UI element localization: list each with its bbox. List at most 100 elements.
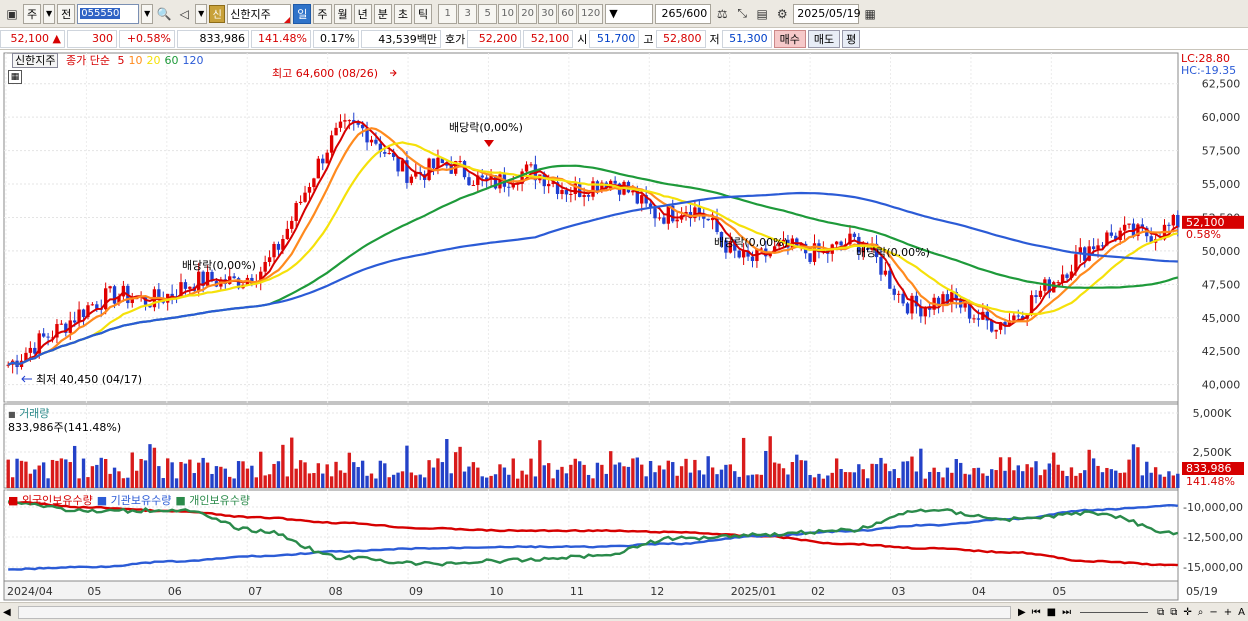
amount-value: 43,539백만 [361,29,441,48]
candle-body-134 [600,182,604,191]
minute-select[interactable]: ▼ [605,3,654,24]
volume-bar-3 [19,460,24,488]
minus-icon[interactable]: − [1209,606,1218,618]
rewind-icon[interactable]: ⏮ [1031,606,1041,618]
candle-body-44 [201,271,205,286]
max-arrow-icon [390,69,397,77]
volume-bar-18 [86,477,90,488]
candle-body-239 [1065,274,1069,278]
tab-period-5[interactable]: 초 [393,3,412,24]
turnover-value: 0.17% [313,29,359,48]
change-value: 300 [67,29,117,48]
search-icon[interactable]: 🔍 [156,6,172,21]
candle-type-icon[interactable]: ⚖ [716,6,728,21]
scroll-left-icon[interactable]: ◀ [3,606,11,618]
volume-bar-143 [640,464,644,488]
x-label-5: 09 [409,585,423,598]
volume-bar-5 [28,473,33,488]
volume-bar-180 [803,460,808,488]
tab-period-6[interactable]: 틱 [414,3,433,24]
volume-bar-80 [360,460,365,488]
volume-bar-125 [560,466,564,488]
chart-area[interactable]: 62,50060,00057,50055,00052,50050,00047,5… [0,50,1248,602]
tab-period-3[interactable]: 년 [353,3,372,24]
low-label: 저 [709,32,720,46]
tab-minute-20[interactable]: 20 [518,3,538,24]
stock-code-input[interactable]: 055550 [77,3,140,24]
text-size-icon[interactable]: A [1238,606,1245,618]
candle-body-222 [990,320,994,332]
holding-line-2 [7,499,1179,567]
buy-button[interactable]: 매수 [773,29,806,48]
forward-icon[interactable]: ⏭ [1062,606,1072,618]
prev-button[interactable]: 전 [57,3,76,24]
speaker-dropdown-icon[interactable]: ▼ [195,3,208,24]
volume-bar-22 [103,458,108,488]
print-icon[interactable]: ▤ [756,6,768,21]
period-main-button[interactable]: 주 [23,3,42,24]
tab-minute-3[interactable]: 3 [458,3,478,24]
count-field[interactable]: 265/600 [655,3,712,24]
volume-bar-135 [604,473,608,488]
tab-period-0[interactable]: 일 [293,3,312,24]
chevron-down-icon[interactable]: ▼ [43,3,56,24]
calendar-icon[interactable]: ▦ [864,6,876,21]
scroll-right-icon[interactable]: ▶ [1017,606,1026,618]
candle-body-97 [436,157,440,169]
scroll-bar[interactable]: ◀ ▶ ⏮ ■ ⏭ ⧉ ⧉ ✛ ⌕ − + A [0,602,1248,621]
candle-body-254 [1131,223,1136,237]
candle-body-249 [1109,232,1114,236]
candle-body-233 [1038,290,1043,298]
stock-name-field[interactable]: 신한지주 [227,3,292,24]
layout-icon[interactable]: ⧉ [1157,606,1165,618]
stop-icon[interactable]: ■ [1046,606,1057,618]
volume-bar-130 [582,464,586,488]
volume-bar-37 [170,462,174,488]
holding-legend-2: ■ 개인보유수량 [175,494,250,507]
candle-body-67 [303,192,307,202]
tab-minute-1[interactable]: 1 [438,3,458,24]
candle-body-146 [653,208,657,219]
tab-period-4[interactable]: 분 [373,3,392,24]
candle-body-201 [896,293,901,295]
tab-minute-120[interactable]: 120 [578,3,604,24]
gear-icon[interactable]: ⚙ [776,6,788,21]
volume-bar-169 [755,474,759,488]
zoom-slider[interactable] [1080,611,1149,613]
window-icon[interactable]: ▣ [6,6,18,21]
tab-minute-30[interactable]: 30 [538,3,558,24]
tab-minute-60[interactable]: 60 [558,3,578,24]
zoom-icon[interactable]: ⌕ [1197,606,1204,618]
sell-button[interactable]: 매도 [807,29,841,48]
x-label-3: 07 [248,585,262,598]
candle-body-37 [170,293,174,297]
candle-body-255 [1136,224,1140,237]
scroll-track[interactable] [17,605,1011,619]
tab-period-2[interactable]: 월 [333,3,352,24]
x-label-13: 05 [1052,585,1066,598]
date-field[interactable]: 2025/05/19 [793,3,861,24]
stock-tag[interactable]: 신한지주 [12,53,59,68]
volume-bar-25 [117,471,121,488]
code-dropdown-icon[interactable]: ▼ [141,3,154,24]
candle-body-143 [640,195,644,204]
tab-minute-5[interactable]: 5 [478,3,498,24]
candle-body-202 [901,293,905,304]
candle-body-238 [1060,274,1065,283]
volume-bar-104 [467,466,471,488]
volume-bar-172 [768,436,772,488]
copy-icon[interactable]: ⧉ [1170,606,1178,618]
draw-tool-icon[interactable]: ⤡ [737,6,748,20]
x-label-9: 2025/01 [731,585,777,598]
crosshair-icon[interactable]: ✛ [1183,606,1192,618]
volume-bar-46 [210,473,214,488]
avg-button[interactable]: 평 [842,29,861,48]
candle-body-52 [236,278,241,289]
tab-minute-10[interactable]: 10 [498,3,518,24]
table-icon[interactable]: ▦ [8,70,22,84]
price-tick-9: 40,000 [1202,379,1241,392]
speaker-icon[interactable]: ◁ [179,6,189,21]
tab-period-1[interactable]: 주 [313,3,332,24]
plus-icon[interactable]: + [1223,606,1233,618]
volume-bar-198 [883,463,888,488]
